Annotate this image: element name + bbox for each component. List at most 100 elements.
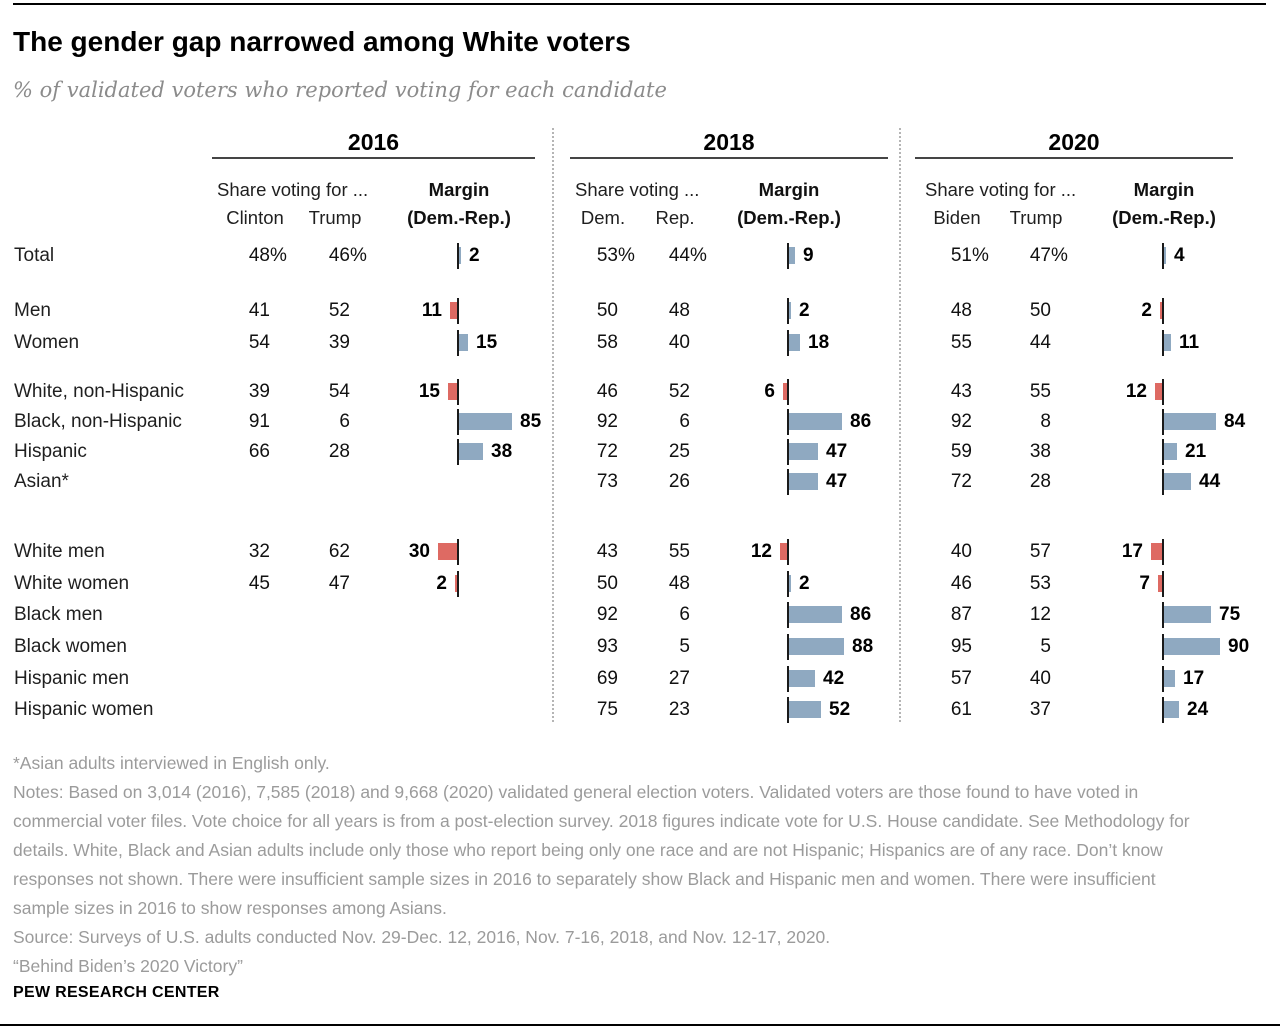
zero-axis-tick <box>1162 469 1164 495</box>
dem-share-value: 69 <box>596 668 618 689</box>
dem-candidate-header: Biden <box>933 207 981 228</box>
dem-share-value: 57 <box>950 668 972 689</box>
report-title: “Behind Biden’s 2020 Victory” <box>13 956 243 976</box>
margin-cell: 24 <box>994 695 1280 725</box>
margin-bar-rep <box>1160 302 1162 319</box>
margin-bar-dem <box>789 638 844 655</box>
zero-axis-tick <box>787 298 789 324</box>
margin-cell: 86 <box>619 407 959 437</box>
row-label: Hispanic <box>14 441 87 462</box>
rep-share-value: 55 <box>668 541 690 562</box>
rep-share-value: 48 <box>668 573 690 594</box>
margin-value: 2 <box>469 245 480 266</box>
margin-value: 44 <box>1199 471 1221 492</box>
margin-value: 42 <box>823 668 845 689</box>
margin-bar-dem <box>789 443 818 460</box>
dem-share-value: 66 <box>248 441 270 462</box>
zero-axis-tick <box>1162 439 1164 465</box>
margin-value: 7 <box>1139 573 1150 594</box>
rep-share-value: 52 <box>328 300 350 321</box>
year-underline <box>212 157 535 159</box>
zero-axis-tick <box>457 539 459 565</box>
dem-share-value: 50 <box>596 573 618 594</box>
margin-cell: 42 <box>619 664 959 694</box>
row-label: Black, non-Hispanic <box>14 411 182 432</box>
percent-sign: % <box>972 245 989 266</box>
margin-value: 2 <box>799 300 810 321</box>
dem-share-value: 53% <box>558 241 635 271</box>
margin-bar-dem <box>459 443 483 460</box>
dem-share-value: 43 <box>596 541 618 562</box>
margin-cell: 47 <box>619 467 959 497</box>
bottom-rule <box>0 1024 1280 1026</box>
zero-axis-tick <box>787 602 789 628</box>
margin-cell: 17 <box>994 537 1280 567</box>
pew-research-center-wordmark: PEW RESEARCH CENTER <box>13 984 220 1001</box>
dem-share-value: 41 <box>248 300 270 321</box>
rep-share-value: 54 <box>328 381 350 402</box>
rep-share-value: 39 <box>328 332 350 353</box>
rep-candidate-header: Rep. <box>655 207 695 228</box>
zero-axis-tick <box>457 330 459 356</box>
zero-axis-tick <box>457 298 459 324</box>
dem-share-value: 40 <box>950 541 972 562</box>
margin-value: 12 <box>1125 381 1147 402</box>
rep-share-value: 8 <box>1040 411 1051 432</box>
zero-axis-tick <box>457 409 459 435</box>
margin-value: 2 <box>799 573 810 594</box>
margin-cell: 2 <box>289 569 629 599</box>
margin-cell: 15 <box>289 377 629 407</box>
margin-bar-dem <box>1164 334 1171 351</box>
rep-share-value: 44% <box>630 241 707 271</box>
notes-block: *Asian adults interviewed in English onl… <box>13 749 1203 981</box>
margin-value: 11 <box>421 300 442 321</box>
zero-axis-tick <box>1162 666 1164 692</box>
row-label: Black women <box>14 636 127 657</box>
margin-value: 52 <box>829 699 851 720</box>
margin-bar-dem <box>1164 670 1175 687</box>
margin-value: 21 <box>1185 441 1207 462</box>
margin-bar-rep <box>780 543 787 560</box>
rep-share-value: 5 <box>1040 636 1051 657</box>
margin-value: 11 <box>1179 332 1200 353</box>
margin-bar-dem <box>789 302 791 319</box>
zero-axis-tick <box>787 243 789 269</box>
share-voting-header: Share voting ... <box>575 179 700 200</box>
share-voting-header: Share voting for ... <box>217 179 369 200</box>
margin-cell: 86 <box>619 600 959 630</box>
dem-share-value: 55 <box>950 332 972 353</box>
dem-share-value: 73 <box>596 471 618 492</box>
dem-share-value: 48 <box>950 300 972 321</box>
margin-value: 38 <box>491 441 513 462</box>
margin-cell: 2 <box>619 296 959 326</box>
row-label: Black men <box>14 604 103 625</box>
asterisk-footnote: *Asian adults interviewed in English onl… <box>13 753 330 773</box>
margin-cell: 47 <box>619 437 959 467</box>
year-underline <box>915 157 1233 159</box>
margin-value: 2 <box>436 573 447 594</box>
margin-value: 17 <box>1121 541 1143 562</box>
zero-axis-tick <box>1162 602 1164 628</box>
zero-axis-tick <box>1162 298 1164 324</box>
margin-bar-dem <box>789 413 842 430</box>
zero-axis-tick <box>787 697 789 723</box>
dem-share-value: 92 <box>596 411 618 432</box>
dem-candidate-header: Clinton <box>226 207 284 228</box>
chart-subtitle: % of validated voters who reported votin… <box>13 78 667 102</box>
rep-share-value: 55 <box>1029 381 1051 402</box>
zero-axis-tick <box>457 243 459 269</box>
rep-share-value: 53 <box>1029 573 1051 594</box>
margin-cell: 85 <box>289 407 629 437</box>
dem-share-value: 51% <box>912 241 989 271</box>
margin-cell: 12 <box>994 377 1280 407</box>
margin-cell: 4 <box>994 241 1280 271</box>
margin-bar-dem <box>789 575 791 592</box>
zero-axis-tick <box>787 571 789 597</box>
margin-subheader: (Dem.-Rep.) <box>1112 207 1216 228</box>
notes-text: Notes: Based on 3,014 (2016), 7,585 (201… <box>13 782 1190 918</box>
margin-cell: 9 <box>619 241 959 271</box>
section-divider-dotted <box>552 128 554 722</box>
zero-axis-tick <box>457 571 459 597</box>
